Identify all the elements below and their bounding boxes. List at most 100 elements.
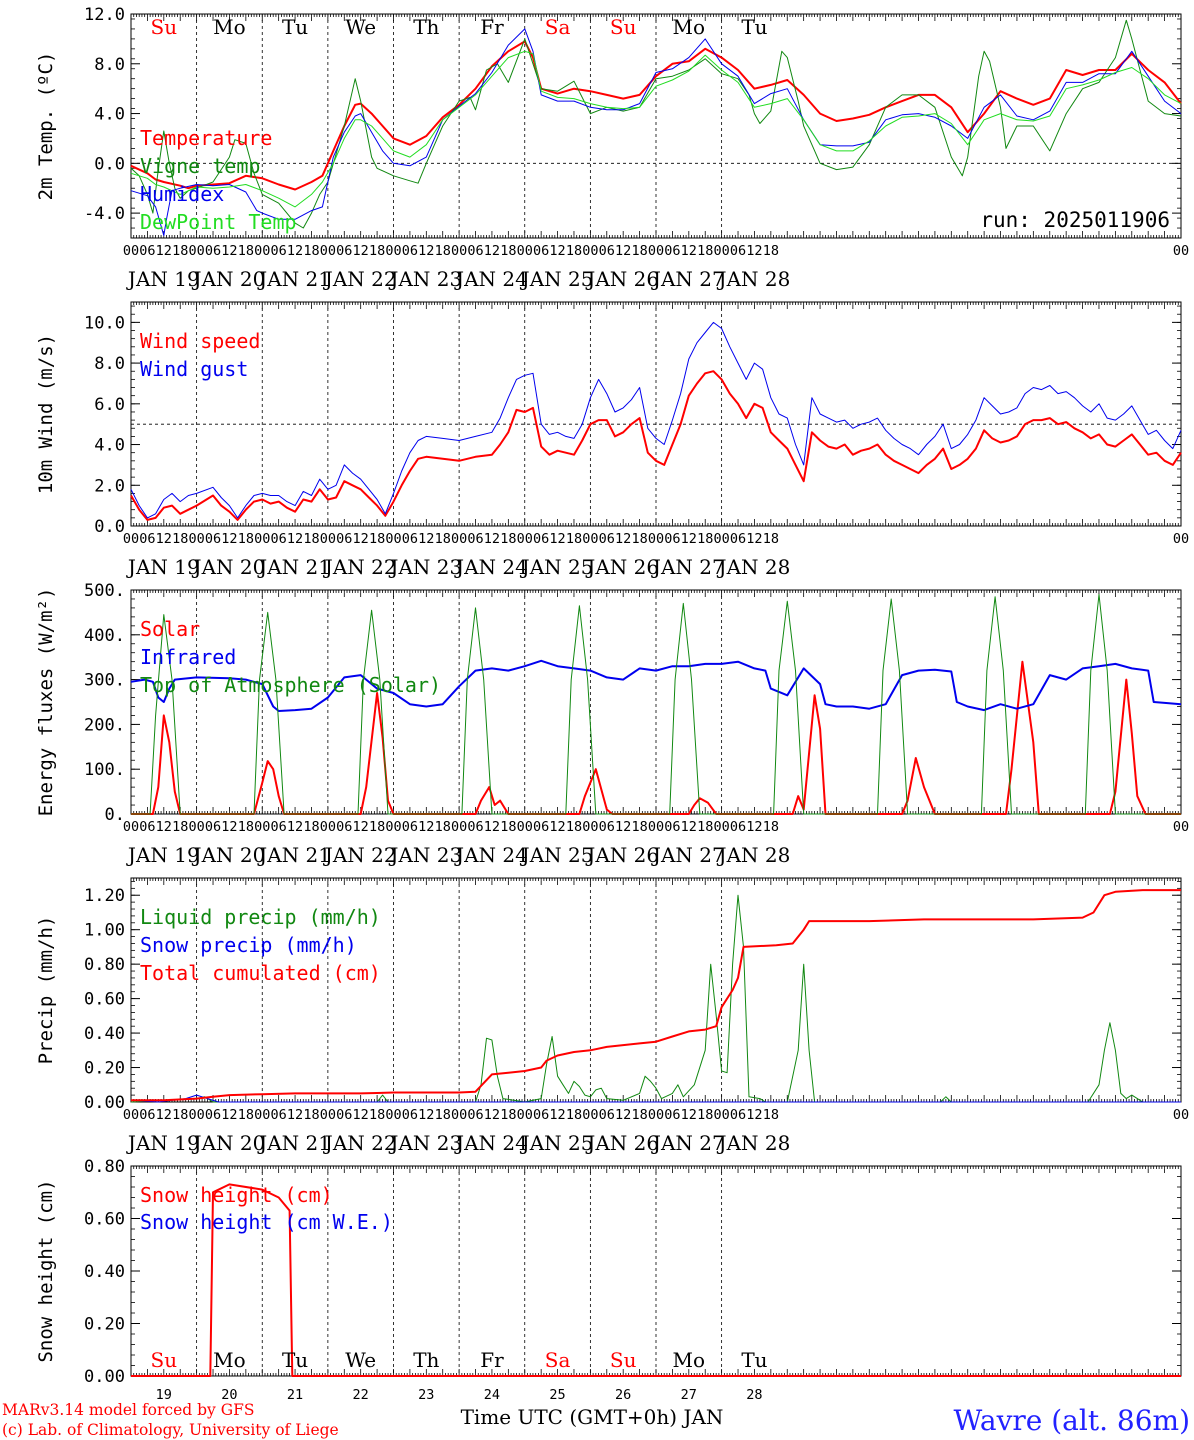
hour-label: 00 bbox=[320, 819, 336, 835]
day-number-label: 24 bbox=[484, 1387, 500, 1403]
hour-label: 12 bbox=[484, 243, 500, 259]
hour-label: 06 bbox=[533, 243, 549, 259]
x-axis-title: Time UTC (GMT+0h) JAN bbox=[461, 1405, 724, 1429]
date-label: JAN 25 bbox=[520, 555, 594, 579]
y-tick-label: 300. bbox=[84, 671, 125, 691]
hour-label: 00 bbox=[1173, 531, 1189, 547]
date-label: JAN 28 bbox=[717, 1131, 791, 1155]
date-label: JAN 27 bbox=[651, 843, 725, 867]
hour-label: 12 bbox=[615, 531, 631, 547]
y-tick-label: 4.0 bbox=[94, 436, 125, 456]
hour-label: 06 bbox=[664, 819, 680, 835]
date-label: JAN 21 bbox=[257, 1131, 331, 1155]
hour-label: 12 bbox=[681, 1107, 697, 1123]
hour-label: 12 bbox=[615, 243, 631, 259]
hour-label: 18 bbox=[172, 1107, 188, 1123]
y-tick-label: 0.40 bbox=[84, 1262, 125, 1282]
hour-label: 18 bbox=[631, 531, 647, 547]
hour-label: 18 bbox=[500, 531, 516, 547]
hour-label: 06 bbox=[664, 531, 680, 547]
series-dewpoint-temp bbox=[130, 50, 1182, 208]
date-label: JAN 23 bbox=[388, 555, 462, 579]
weekday-label: Mo bbox=[213, 1348, 246, 1372]
hour-label: 18 bbox=[763, 243, 779, 259]
date-label: JAN 19 bbox=[126, 843, 200, 867]
legend-entry: Temperature bbox=[140, 126, 272, 150]
hour-label: 06 bbox=[402, 1107, 418, 1123]
weekday-label: Su bbox=[151, 15, 178, 39]
series-vigne-temp bbox=[130, 19, 1182, 229]
hour-label: 00 bbox=[582, 531, 598, 547]
hour-label: 06 bbox=[139, 1107, 155, 1123]
hour-label: 18 bbox=[369, 243, 385, 259]
y-axis-label: Precip (mm/h) bbox=[35, 916, 57, 1065]
hour-label: 06 bbox=[402, 531, 418, 547]
date-label: JAN 28 bbox=[717, 267, 791, 291]
hour-label: 18 bbox=[435, 531, 451, 547]
y-tick-label: 200. bbox=[84, 715, 125, 735]
hour-label: 00 bbox=[582, 243, 598, 259]
legend-entry: Humidex bbox=[140, 182, 224, 206]
hour-label: 00 bbox=[517, 531, 533, 547]
legend-entry: Snow height (cm) bbox=[140, 1183, 333, 1207]
hour-label: 00 bbox=[188, 531, 204, 547]
date-label: JAN 27 bbox=[651, 1131, 725, 1155]
y-tick-label: 0. bbox=[105, 805, 125, 825]
day-number-label: 27 bbox=[681, 1387, 697, 1403]
weekday-label: We bbox=[345, 1348, 376, 1372]
y-tick-label: -4.0 bbox=[84, 204, 125, 224]
station-label: Wavre (alt. 86m) bbox=[954, 1404, 1190, 1437]
legend-entry: Solar bbox=[140, 617, 200, 641]
hour-label: 00 bbox=[451, 243, 467, 259]
hour-label: 12 bbox=[287, 531, 303, 547]
hour-label: 12 bbox=[353, 531, 369, 547]
hour-label: 06 bbox=[271, 243, 287, 259]
hour-label: 06 bbox=[730, 1107, 746, 1123]
hour-label: 06 bbox=[336, 243, 352, 259]
hour-label: 06 bbox=[336, 1107, 352, 1123]
hour-label: 06 bbox=[205, 243, 221, 259]
y-tick-label: 2.0 bbox=[94, 476, 125, 496]
hour-label: 00 bbox=[123, 531, 139, 547]
hour-label: 06 bbox=[467, 531, 483, 547]
hour-label: 18 bbox=[435, 1107, 451, 1123]
hour-label: 06 bbox=[533, 819, 549, 835]
legend-entry: Wind speed bbox=[140, 329, 260, 353]
hour-label: 12 bbox=[287, 819, 303, 835]
day-number-label: 25 bbox=[549, 1387, 565, 1403]
hour-label: 12 bbox=[156, 243, 172, 259]
date-label: JAN 23 bbox=[388, 267, 462, 291]
hour-label: 18 bbox=[172, 819, 188, 835]
day-number-label: 19 bbox=[156, 1387, 172, 1403]
hour-label: 06 bbox=[402, 243, 418, 259]
hour-label: 00 bbox=[188, 819, 204, 835]
hour-label: 06 bbox=[139, 819, 155, 835]
hour-label: 00 bbox=[517, 1107, 533, 1123]
hour-label: 12 bbox=[287, 1107, 303, 1123]
hour-label: 12 bbox=[746, 531, 762, 547]
weekday-label: We bbox=[345, 15, 376, 39]
hour-label: 00 bbox=[123, 1107, 139, 1123]
credit-line-1: MARv3.14 model forced by GFS bbox=[2, 1401, 254, 1419]
day-number-label: 28 bbox=[746, 1387, 762, 1403]
hour-label: 06 bbox=[402, 819, 418, 835]
hour-label: 12 bbox=[615, 1107, 631, 1123]
hour-label: 06 bbox=[139, 243, 155, 259]
y-tick-label: 6.0 bbox=[94, 395, 125, 415]
date-label: JAN 28 bbox=[717, 843, 791, 867]
hour-label: 06 bbox=[467, 1107, 483, 1123]
hour-label: 06 bbox=[533, 531, 549, 547]
date-label: JAN 25 bbox=[520, 843, 594, 867]
weekday-label: Tu bbox=[282, 1348, 308, 1372]
date-label: JAN 21 bbox=[257, 555, 331, 579]
weekday-label: Sa bbox=[545, 15, 571, 39]
y-tick-label: 0.0 bbox=[94, 517, 125, 537]
hour-label: 00 bbox=[254, 531, 270, 547]
hour-label: 12 bbox=[418, 243, 434, 259]
date-label: JAN 20 bbox=[192, 267, 266, 291]
series-temperature bbox=[130, 40, 1182, 191]
day-number-label: 20 bbox=[221, 1387, 237, 1403]
y-tick-label: 0.80 bbox=[84, 955, 125, 975]
panel-2: 0.0 2.0 4.0 6.0 8.0 10.0 10m Wind (m/s) Wind sp… bbox=[35, 301, 1189, 579]
hour-label: 06 bbox=[467, 819, 483, 835]
